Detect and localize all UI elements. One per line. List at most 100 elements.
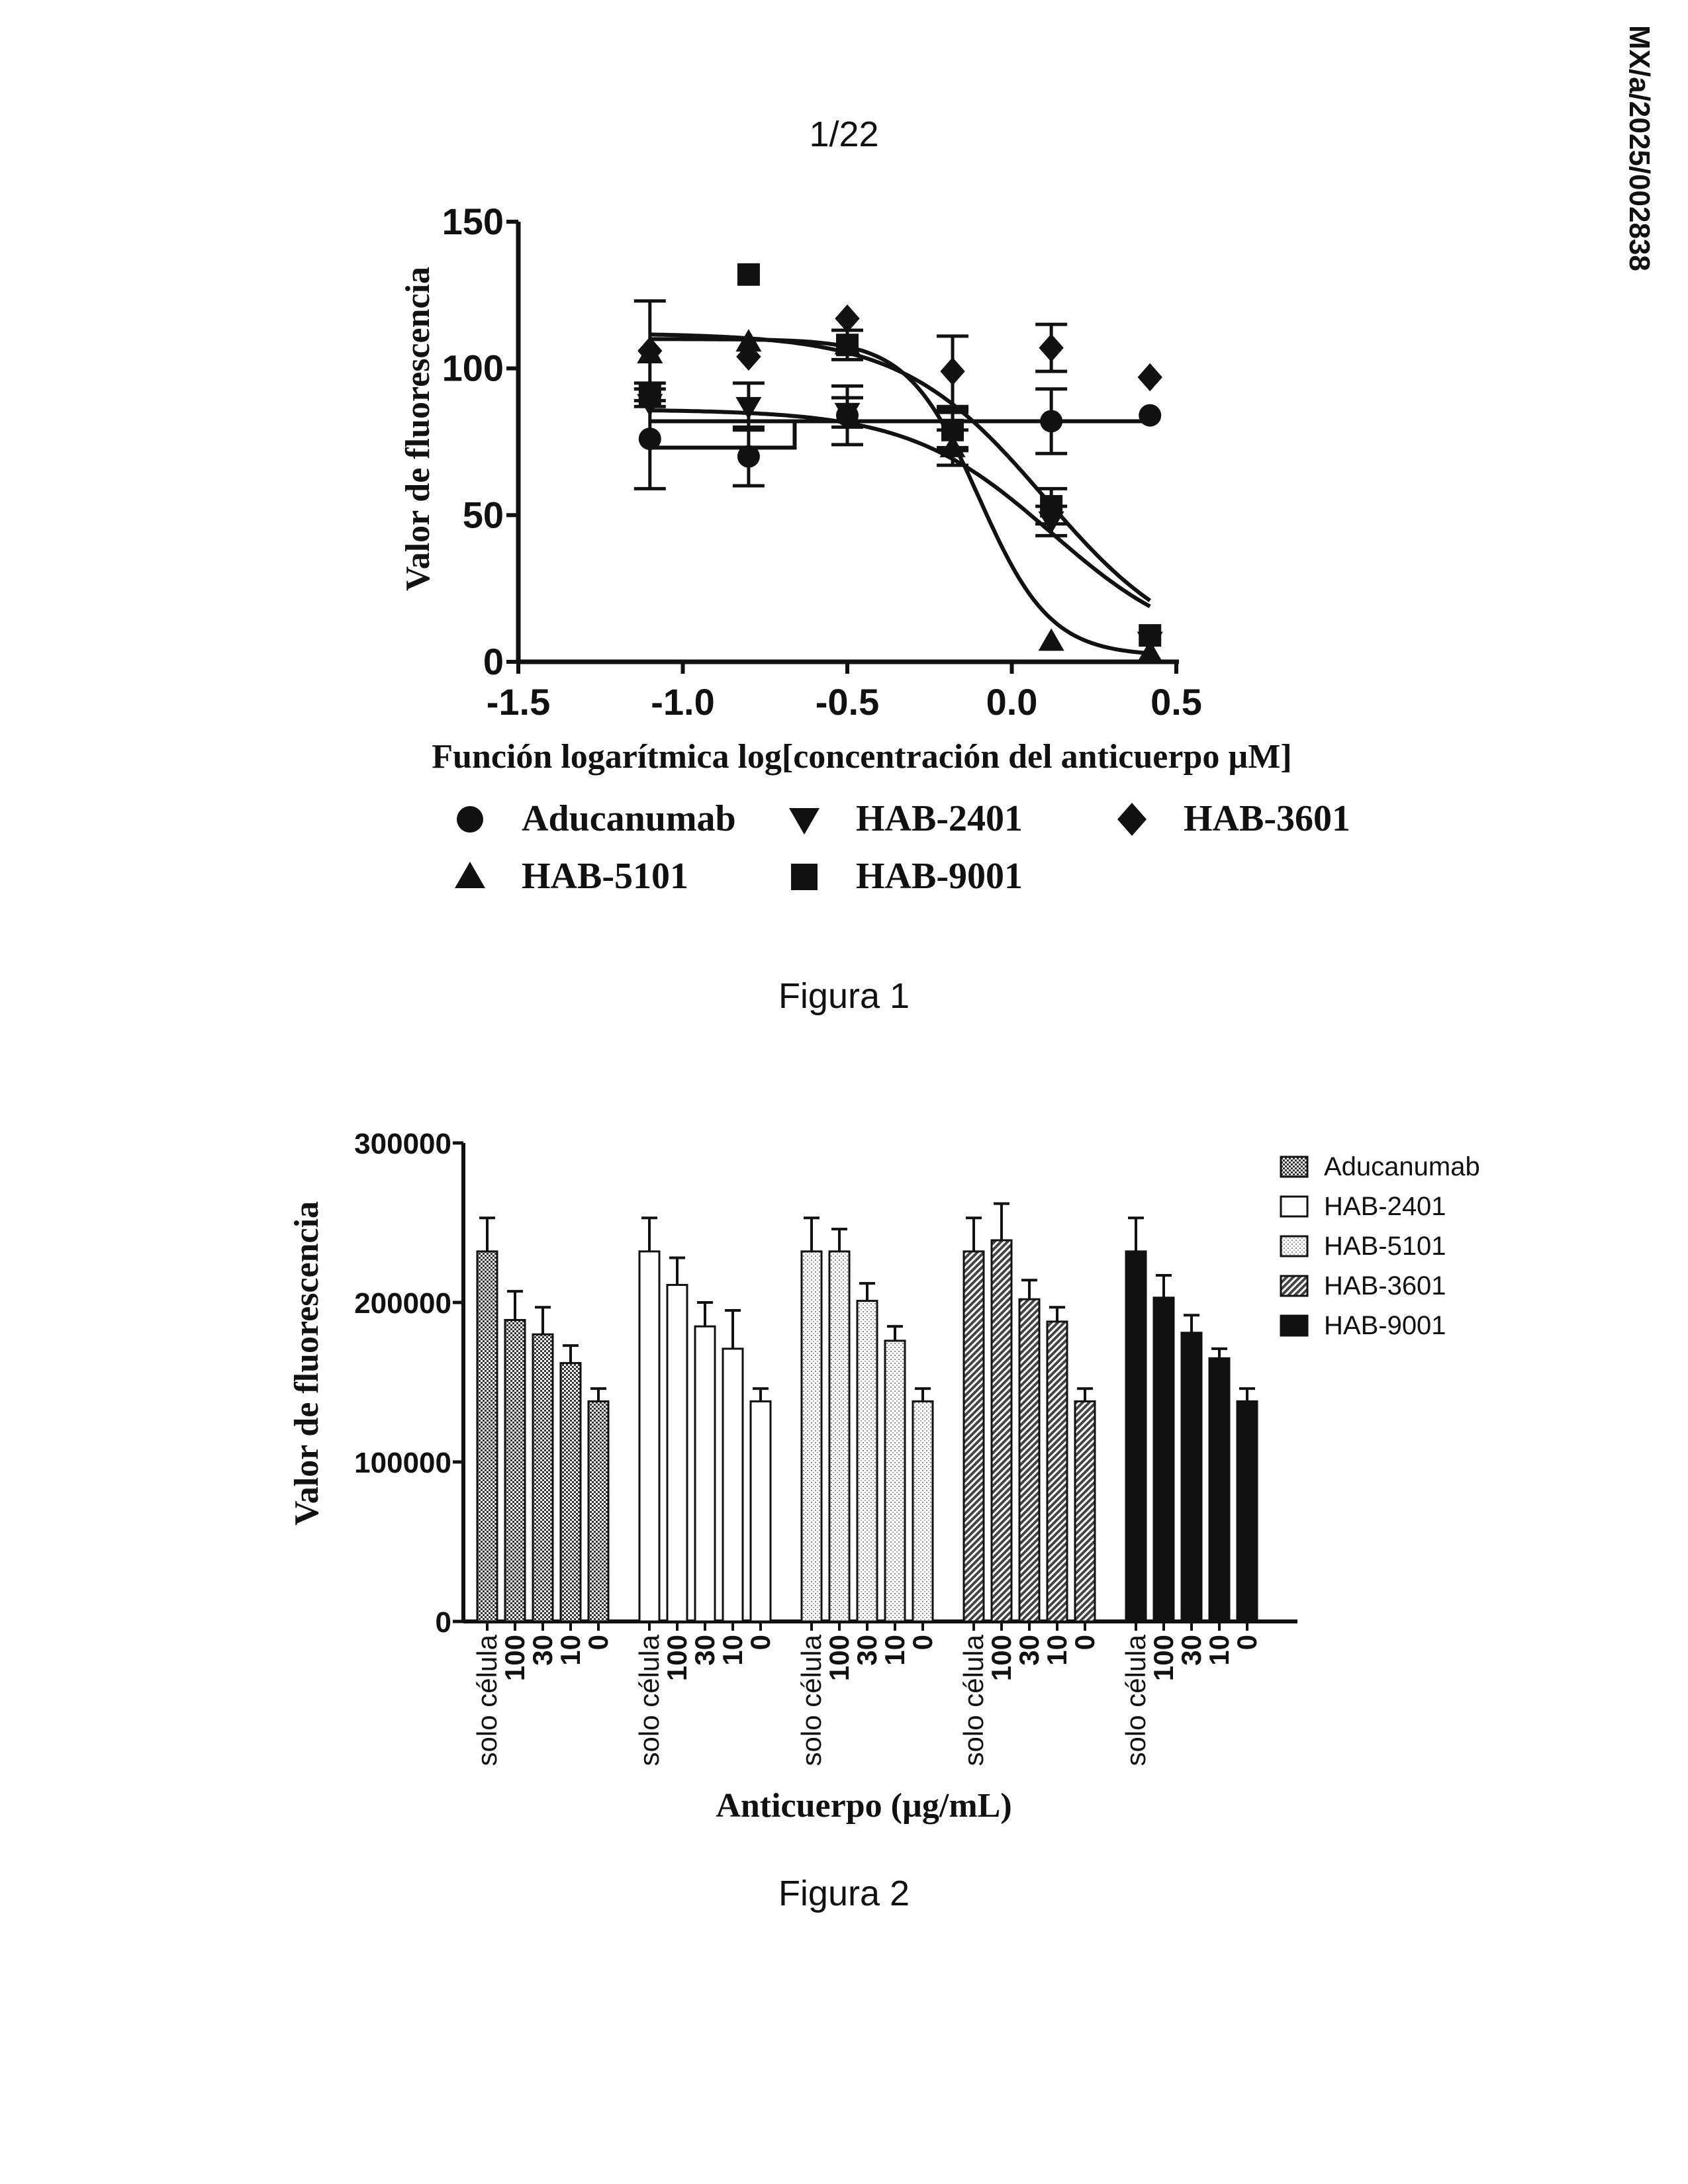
category-label: 10: [879, 1635, 910, 1666]
figure-1-y-tick-label: 50: [463, 494, 504, 535]
category-label: 10: [1041, 1635, 1072, 1666]
figure-2-y-tick-label: 300000: [354, 1128, 451, 1160]
bar-hab-5101-100: [829, 1251, 849, 1621]
category-label: solo célula: [796, 1634, 827, 1766]
figure-1-caption: Figura 1: [0, 976, 1688, 1017]
fit-curve-hab-5101: [650, 339, 1150, 653]
bar-hab-3601-100: [992, 1240, 1011, 1621]
legend-marker-aducanumab: [457, 806, 483, 833]
patent-page: { "document": { "page_number": "1/22", "…: [0, 0, 1688, 2184]
category-label: solo célula: [633, 1634, 665, 1766]
figure-2-caption: Figura 2: [0, 1873, 1688, 1914]
figure-2-legend: Aducanumab HAB-2401 HAB-5101 HAB-3601 HAB-90…: [1281, 1152, 1480, 1340]
data-point-hab-9001: [1040, 495, 1062, 518]
bar-hab-5101-10: [885, 1341, 905, 1621]
fit-curve-hab-9001: [650, 334, 1150, 600]
category-label: 0: [1069, 1635, 1100, 1650]
category-label: 100: [986, 1635, 1017, 1681]
figure-1-x-tick-label: -1.0: [651, 681, 715, 723]
data-point-hab-9001: [737, 263, 760, 286]
legend-marker-hab-2401: [789, 808, 820, 835]
figure-2-x-axis-label: Anticuerpo (µg/mL): [716, 1787, 1011, 1825]
category-label: 0: [745, 1635, 776, 1650]
legend-swatch-aducanumab: [1281, 1157, 1307, 1177]
figure-2-bars: [477, 1204, 1257, 1621]
bar-hab-9001-30: [1182, 1333, 1201, 1621]
figure-1-axes: 050100150-1.5-1.0-0.50.00.5: [442, 201, 1202, 723]
legend-label-hab-9001: HAB-9001: [1324, 1311, 1446, 1340]
category-label: 30: [1013, 1635, 1045, 1666]
bar-hab-5101-30: [857, 1301, 877, 1621]
category-label: solo célula: [471, 1634, 502, 1766]
category-label: 10: [1203, 1635, 1235, 1666]
legend-marker-hab-5101: [455, 862, 485, 888]
figure-2-y-axis-label: Valor de fluorescencia: [288, 1201, 326, 1525]
data-point-aducanumab: [1139, 404, 1161, 427]
legend-label-hab-9001: HAB-9001: [856, 856, 1023, 897]
category-label: 30: [1176, 1635, 1207, 1666]
data-point-hab-9001: [836, 334, 859, 356]
figure-1-y-axis-label: Valor de fluorescencia: [399, 267, 437, 591]
fit-curve-hab-2401: [650, 410, 1150, 606]
figure-1-data-points: [634, 263, 1163, 662]
figure-2-category-labels: solo célula10030100solo célula10030100so…: [471, 1621, 1262, 1766]
data-point-hab-5101: [1039, 628, 1064, 651]
figure-1-x-axis-label: Función logarítmica log[concentración de…: [432, 738, 1291, 776]
figure-1-dose-response-chart: 050100150-1.5-1.0-0.50.00.5 Valor de flu…: [0, 0, 1688, 966]
category-label: solo célula: [958, 1634, 989, 1766]
bar-aducanumab-100: [505, 1320, 525, 1621]
bar-hab-2401-solo-c-lula: [639, 1251, 659, 1621]
legend-label-hab-3601: HAB-3601: [1324, 1271, 1446, 1300]
category-label: 100: [499, 1635, 530, 1681]
legend-label-hab-2401: HAB-2401: [1324, 1192, 1446, 1221]
data-point-hab-3601: [1039, 334, 1063, 362]
legend-label-aducanumab: Aducanumab: [1324, 1152, 1480, 1181]
data-point-aducanumab: [1040, 410, 1062, 432]
figure-1-x-tick-label: 0.5: [1150, 681, 1202, 723]
legend-marker-hab-9001: [791, 864, 818, 890]
bar-hab-3601-30: [1019, 1299, 1039, 1621]
bar-hab-3601-0: [1075, 1401, 1095, 1621]
category-label: 30: [689, 1635, 720, 1666]
category-label: 30: [851, 1635, 882, 1666]
bar-hab-9001-10: [1209, 1358, 1229, 1621]
bar-hab-9001-100: [1154, 1298, 1174, 1621]
legend-marker-hab-3601: [1117, 803, 1147, 836]
figure-1-fit-curves: [650, 334, 1150, 653]
figure-1-x-tick-label: -1.5: [487, 681, 551, 723]
category-label: 100: [661, 1635, 692, 1681]
data-point-hab-3601: [835, 304, 859, 333]
figure-1-x-tick-label: 0.0: [986, 681, 1038, 723]
legend-label-hab-3601: HAB-3601: [1184, 798, 1350, 839]
bar-hab-2401-0: [751, 1401, 771, 1621]
figure-1-y-tick-label: 100: [442, 347, 504, 389]
bar-hab-2401-100: [667, 1285, 687, 1621]
legend-swatch-hab-9001: [1281, 1316, 1307, 1336]
bar-hab-2401-10: [723, 1349, 743, 1621]
bar-aducanumab-solo-c-lula: [477, 1251, 497, 1621]
bar-hab-5101-0: [913, 1401, 933, 1621]
data-point-hab-9001: [639, 384, 661, 406]
category-label: 30: [527, 1635, 558, 1666]
bar-aducanumab-30: [533, 1334, 553, 1621]
bar-aducanumab-10: [561, 1363, 581, 1621]
data-point-hab-2401: [735, 397, 761, 420]
bar-hab-9001-0: [1237, 1401, 1257, 1621]
figure-2-y-tick-label: 200000: [354, 1287, 451, 1320]
category-label: 100: [823, 1635, 855, 1681]
legend-label-hab-2401: HAB-2401: [856, 798, 1023, 839]
figure-2-bar-chart: 0100000200000300000 solo célula10030100s…: [0, 1059, 1688, 1866]
data-point-hab-3601: [940, 357, 964, 386]
category-label: 0: [583, 1635, 614, 1650]
data-point-aducanumab: [639, 428, 661, 450]
bar-aducanumab-0: [588, 1401, 608, 1621]
legend-swatch-hab-2401: [1281, 1197, 1307, 1216]
figure-1-legend: AducanumabHAB-2401HAB-3601HAB-5101HAB-90…: [455, 798, 1350, 897]
bar-hab-5101-solo-c-lula: [802, 1251, 821, 1621]
figure-1-y-tick-label: 0: [483, 641, 504, 682]
data-point-hab-9001: [941, 419, 964, 441]
legend-swatch-hab-5101: [1281, 1236, 1307, 1256]
legend-label-hab-5101: HAB-5101: [1324, 1232, 1446, 1261]
category-label: 100: [1148, 1635, 1179, 1681]
category-label: solo célula: [1120, 1634, 1151, 1766]
